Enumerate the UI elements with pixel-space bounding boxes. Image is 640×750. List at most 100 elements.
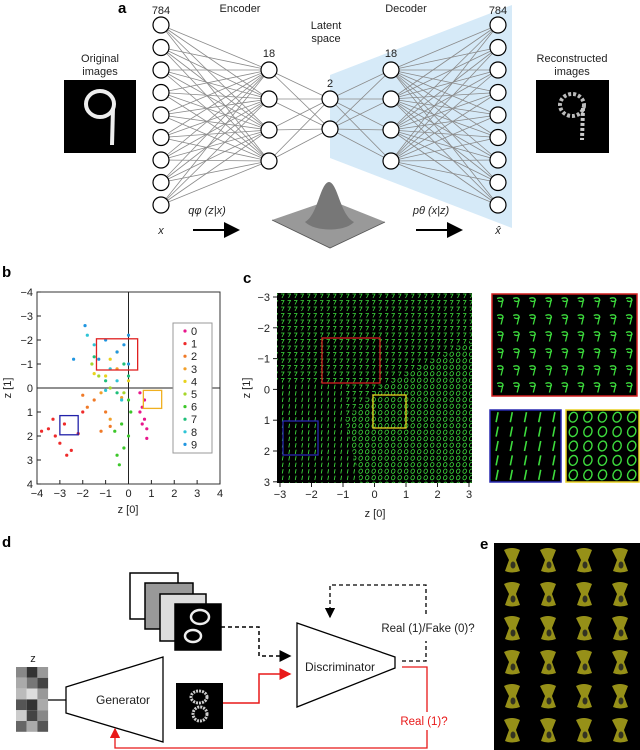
digit-glyph [626, 454, 637, 466]
digit-glyph [583, 426, 593, 438]
digit-glyph [612, 454, 622, 466]
network-edge [160, 98, 270, 161]
generated-sample [612, 650, 628, 675]
network-edge [390, 160, 499, 183]
generated-sample-hole [582, 595, 588, 603]
scatter-point-digit-1 [62, 422, 67, 426]
scatter-point-digit-0 [140, 422, 144, 426]
panel-label-a: a [118, 0, 127, 17]
neuron-node [489, 173, 507, 192]
network-edge [329, 128, 392, 162]
z-cell [26, 667, 38, 678]
gaussian-surface [271, 182, 386, 249]
digit-glyph [495, 455, 499, 466]
network-edge [390, 69, 499, 131]
real-image-stack [129, 572, 222, 651]
network-edge [390, 92, 499, 131]
scatter-point-digit-7 [104, 379, 108, 383]
digit-glyph [512, 331, 520, 342]
digit-glyph [593, 331, 601, 342]
digit-glyph [496, 314, 504, 325]
digit-glyph [537, 469, 542, 480]
neuron-node [382, 90, 400, 108]
neuron-node [260, 90, 278, 108]
digit-glyph [552, 469, 556, 480]
network-edge [390, 114, 499, 162]
scatter-point-digit-4 [92, 372, 96, 376]
generated-sample-hole [510, 663, 516, 671]
network-edge [160, 69, 270, 161]
neuron-node [152, 106, 170, 124]
latent-label-2: space [311, 33, 340, 45]
z-cell [37, 710, 49, 721]
scatter-point-digit-6 [115, 453, 119, 457]
digit-glyph [495, 469, 499, 480]
scatter-point-digit-2 [104, 410, 108, 414]
network-edge [268, 98, 331, 162]
generated-sample-hole [618, 731, 624, 739]
scatter-point-digit-9 [115, 350, 119, 354]
network-edge [160, 160, 270, 183]
y-tick-label: 2 [27, 431, 33, 443]
network-edge [390, 137, 499, 162]
scatter-point-digit-6 [126, 398, 131, 402]
latent-manifold-grid [277, 293, 472, 483]
z-cell [37, 667, 49, 678]
network-edge [160, 98, 270, 138]
y-tick-label: 1 [264, 415, 270, 427]
legend-box [172, 322, 213, 454]
generated-sample-hole [510, 629, 516, 637]
discriminator-block [296, 622, 396, 708]
digit-glyph [523, 455, 528, 466]
digit-glyph [568, 440, 579, 452]
digit-glyph [609, 348, 617, 359]
digit-glyph [512, 348, 520, 359]
network-edge [390, 69, 499, 206]
digit-glyph [496, 297, 504, 308]
generated-sample [612, 616, 628, 641]
scatter-point-digit-1 [53, 434, 57, 438]
digit-glyph [552, 412, 556, 423]
x-tick-label: 0 [371, 489, 377, 501]
network-edge [160, 47, 270, 71]
scatter-point-digit-0 [145, 427, 149, 431]
neuron-node [489, 106, 507, 124]
scatter-point-digit-5 [90, 362, 94, 366]
network-edge [160, 69, 270, 206]
scatter-point-digit-1 [58, 441, 62, 445]
legend-label: 6 [191, 402, 197, 414]
scatter-point-digit-1 [51, 417, 55, 421]
neuron-node [321, 120, 339, 138]
neuron-node [152, 61, 170, 79]
real-data-arrow [221, 626, 292, 662]
neuron-node [489, 16, 507, 34]
generated-samples-grid [494, 543, 640, 750]
digit-glyph [593, 314, 601, 325]
y-tick-label: 1 [27, 407, 33, 419]
digit-glyph [512, 382, 520, 393]
legend-marker [183, 379, 187, 383]
z-cell [26, 699, 38, 711]
neuron-node [489, 38, 507, 57]
panel-label-e: e [480, 536, 488, 553]
network-edge [160, 98, 270, 116]
network-edge [160, 69, 270, 100]
scatter-point-digit-9 [72, 357, 76, 361]
digit-glyph [625, 382, 633, 393]
legend-label: 4 [191, 376, 197, 388]
z-label: z [30, 653, 36, 665]
generator-feedback-upper [402, 666, 428, 712]
digit-glyph [529, 331, 536, 342]
digit-glyph [612, 440, 622, 452]
digit-glyph [545, 382, 553, 393]
network-edges [160, 24, 499, 206]
network-edge [390, 92, 499, 100]
neuron-node [260, 121, 278, 139]
network-edge [268, 98, 331, 131]
digit-glyph [545, 348, 553, 359]
latent-vector-z [16, 667, 49, 732]
digit-glyph [609, 297, 617, 308]
generated-sample [504, 684, 520, 709]
digit-glyph [577, 348, 585, 359]
y-tick-label: −2 [257, 323, 270, 335]
